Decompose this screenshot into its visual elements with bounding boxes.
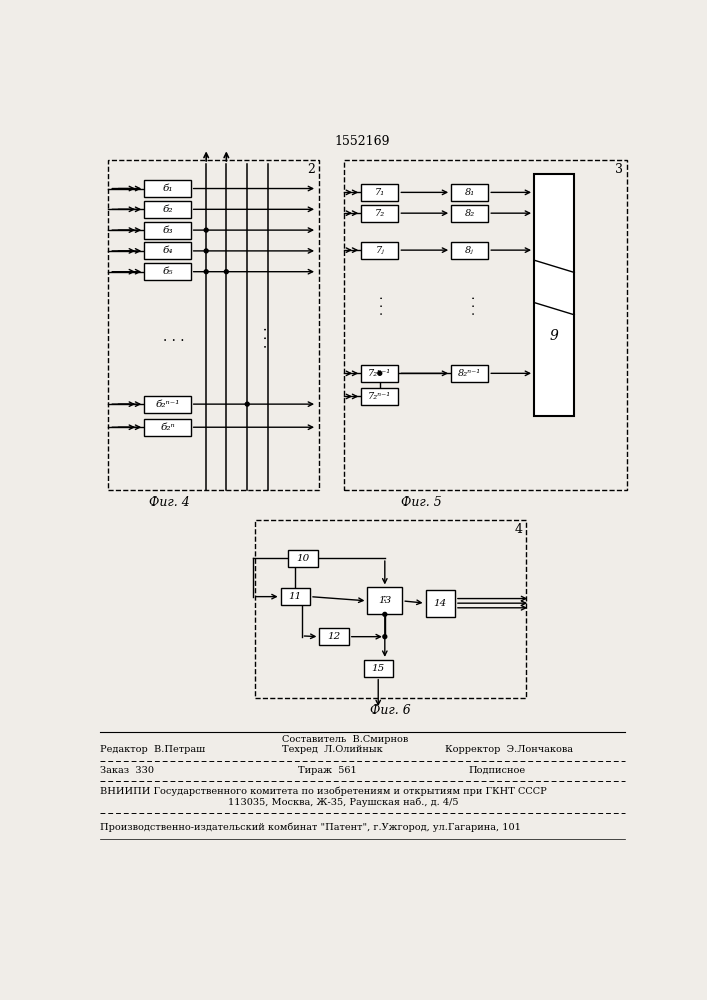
Text: 9: 9 [550, 329, 559, 343]
Text: Тираж  561: Тираж 561 [298, 766, 356, 775]
Text: б₁: б₁ [162, 184, 173, 193]
Bar [107, 160, 319, 490]
Circle shape [245, 402, 249, 406]
Text: б₂: б₂ [162, 205, 173, 214]
Text: Производственно-издательский комбинат "Патент", г.Ужгород, ул.Гагарина, 101: Производственно-издательский комбинат "П… [100, 822, 521, 832]
Bar [451, 184, 489, 201]
Text: б₄: б₄ [162, 246, 173, 255]
Text: 13: 13 [378, 596, 392, 605]
Bar [144, 419, 191, 436]
Text: 4: 4 [515, 523, 522, 536]
Bar [361, 205, 398, 222]
Text: 3: 3 [615, 163, 624, 176]
Text: Заказ  330: Заказ 330 [100, 766, 154, 775]
Bar [451, 205, 489, 222]
Text: 10: 10 [296, 554, 310, 563]
Text: 8₂: 8₂ [464, 209, 474, 218]
Text: Редактор  В.Петраш: Редактор В.Петраш [100, 745, 205, 754]
Circle shape [204, 270, 208, 274]
Text: 11: 11 [288, 592, 302, 601]
Bar [363, 660, 393, 677]
Text: 8₁: 8₁ [464, 188, 474, 197]
Text: 14: 14 [433, 599, 447, 608]
Circle shape [383, 635, 387, 639]
Bar [144, 263, 191, 280]
Circle shape [383, 612, 387, 616]
Text: ВНИИПИ Государственного комитета по изобретениям и открытиям при ГКНТ СССР: ВНИИПИ Государственного комитета по изоб… [100, 787, 547, 796]
Bar [368, 587, 402, 614]
Bar [344, 160, 627, 490]
Bar [426, 590, 455, 617]
Text: 8ⱼ: 8ⱼ [465, 246, 474, 255]
Text: Корректор  Э.Лончакова: Корректор Э.Лончакова [445, 745, 573, 754]
Text: 2: 2 [307, 163, 315, 176]
Text: 7₂: 7₂ [375, 209, 385, 218]
Bar [451, 242, 489, 259]
Text: 113035, Москва, Ж-35, Раушская наб., д. 4/5: 113035, Москва, Ж-35, Раушская наб., д. … [228, 797, 458, 807]
Circle shape [204, 249, 208, 253]
Bar [361, 388, 398, 405]
Text: . . .: . . . [256, 326, 270, 348]
Text: Фиг. 4: Фиг. 4 [149, 496, 190, 509]
Circle shape [204, 228, 208, 232]
Bar [361, 242, 398, 259]
Bar [288, 550, 317, 567]
Text: Фиг. 6: Фиг. 6 [370, 704, 411, 717]
Bar [320, 628, 349, 645]
Text: б₂ⁿ⁻¹: б₂ⁿ⁻¹ [156, 400, 180, 409]
Text: б₅: б₅ [162, 267, 173, 276]
Text: . . .: . . . [464, 295, 478, 315]
Text: Техред  Л.Олийнык: Техред Л.Олийнык [282, 745, 383, 754]
Bar [361, 365, 398, 382]
Text: 7₂ⁿ⁻¹: 7₂ⁿ⁻¹ [368, 369, 392, 378]
Text: 7₁: 7₁ [375, 188, 385, 197]
Bar [255, 520, 526, 698]
Text: б₃: б₃ [162, 226, 173, 235]
Text: . . .: . . . [163, 330, 185, 344]
Text: Фиг. 5: Фиг. 5 [402, 496, 442, 509]
Text: 7₂ⁿ⁻¹: 7₂ⁿ⁻¹ [368, 392, 392, 401]
Text: 7ⱼ: 7ⱼ [375, 246, 384, 255]
Bar [144, 396, 191, 413]
Text: 8₂ⁿ⁻¹: 8₂ⁿ⁻¹ [458, 369, 481, 378]
Text: :: : [383, 593, 387, 603]
Bar [451, 365, 489, 382]
Circle shape [378, 371, 382, 375]
Text: 15: 15 [372, 664, 385, 673]
Bar [534, 174, 574, 416]
Bar [144, 222, 191, 239]
Text: Подписное: Подписное [468, 766, 525, 775]
Bar [144, 242, 191, 259]
Bar [144, 180, 191, 197]
Text: 12: 12 [327, 632, 341, 641]
Circle shape [224, 270, 228, 274]
Bar [281, 588, 310, 605]
Text: 1552169: 1552169 [334, 135, 390, 148]
Text: . . .: . . . [373, 295, 386, 315]
Text: б₂ⁿ: б₂ⁿ [160, 423, 175, 432]
Text: Составитель  В.Смирнов: Составитель В.Смирнов [282, 735, 409, 744]
Bar [361, 184, 398, 201]
Bar [144, 201, 191, 218]
